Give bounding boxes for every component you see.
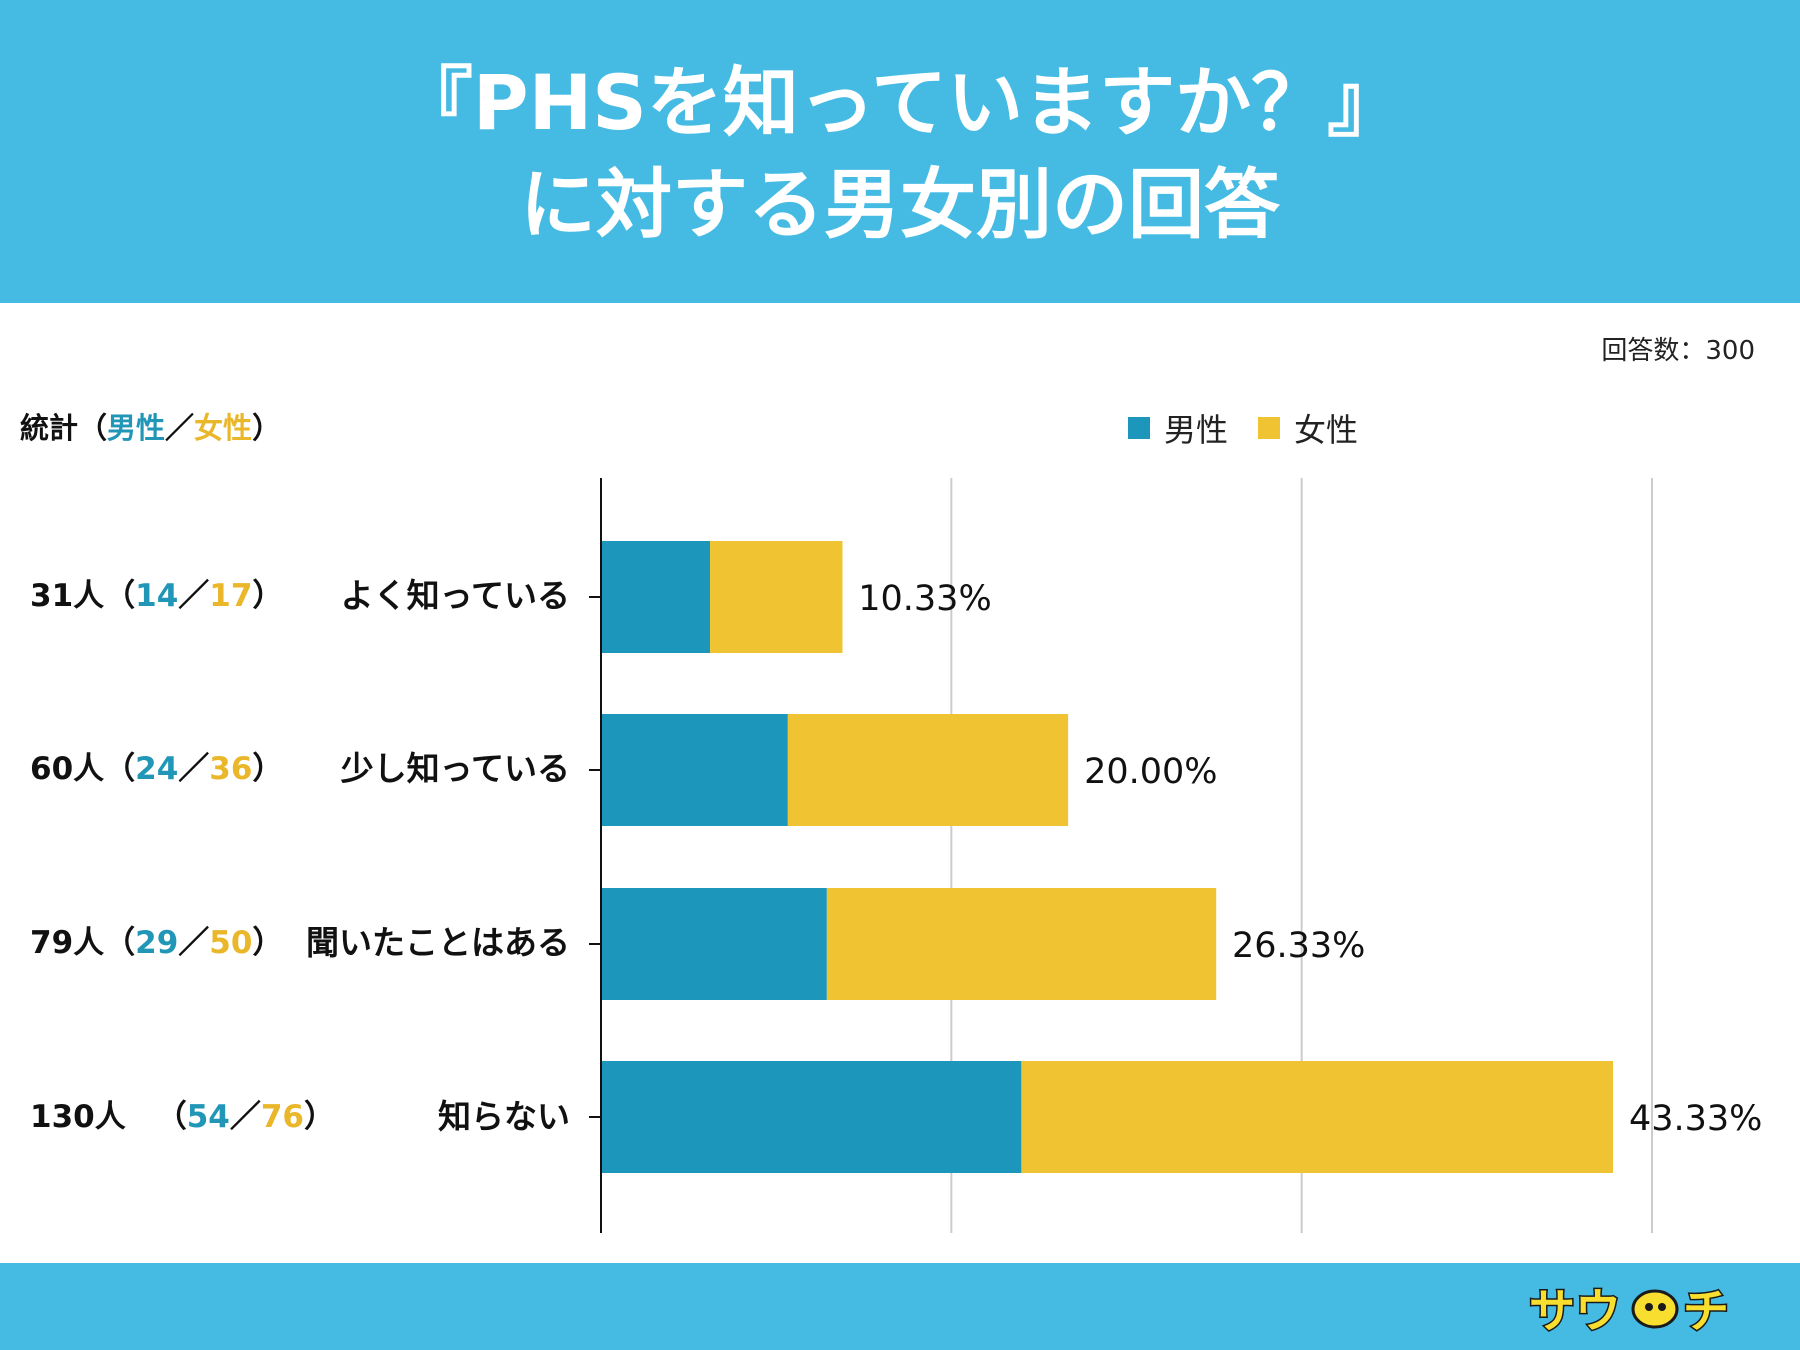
stat-row: 130人 （54／76）	[30, 1097, 335, 1137]
legend-item-female: 女性	[1258, 405, 1358, 451]
stat-close: ）	[304, 1099, 335, 1135]
stat-open: （	[155, 1099, 187, 1135]
bar-segment-male	[601, 714, 788, 826]
bar-segment-male	[601, 888, 827, 1000]
data-label: 43.33%	[1629, 1099, 1762, 1139]
category-label: 聞いたことはある	[306, 923, 570, 962]
data-label: 20.00%	[1084, 752, 1217, 792]
stat-open: （	[104, 751, 136, 787]
category-label: 知らない	[438, 1097, 570, 1136]
stat-open: （	[104, 925, 136, 961]
legend-swatch-male	[1128, 417, 1150, 439]
stat-male: 54	[186, 1099, 230, 1135]
data-label: 26.33%	[1232, 926, 1365, 966]
stat-count: 130人	[30, 1099, 126, 1135]
stat-count: 79人	[30, 925, 105, 961]
footer-banner	[0, 1263, 1800, 1350]
category-label: よく知っている	[340, 576, 570, 615]
stat-sep: ／	[178, 925, 210, 961]
stat-female: 17	[209, 578, 253, 614]
chart-legend: 男性 女性	[1128, 405, 1388, 451]
stat-male: 29	[135, 925, 179, 961]
stat-close: ）	[252, 578, 284, 614]
title-line-1: 『PHSを知っていますか？』	[396, 58, 1404, 147]
header-banner: 『PHSを知っていますか？』 に対する男女別の回答	[0, 0, 1800, 303]
brand-logo: サウ チ	[1528, 1283, 1731, 1340]
stat-sep: ／	[178, 578, 210, 614]
legend-item-male: 男性	[1128, 405, 1228, 451]
stat-row: 79人（29／50）	[30, 923, 283, 963]
stat-female: 36	[209, 751, 253, 787]
svg-text:チ: チ	[1683, 1284, 1729, 1338]
stat-close: ）	[252, 925, 284, 961]
svg-text:サウ: サウ	[1529, 1284, 1621, 1338]
stat-sep: ／	[229, 1099, 261, 1135]
title-line-2: に対する男女別の回答	[520, 160, 1280, 249]
bar-segment-male	[601, 541, 711, 653]
stats-header-sep: ／	[165, 411, 195, 445]
stat-row: 31人（14／17）	[30, 576, 283, 616]
stat-male: 24	[135, 751, 179, 787]
bar-segment-female	[710, 541, 843, 653]
legend-label-male: 男性	[1164, 411, 1229, 449]
bar-segment-female	[1021, 1061, 1613, 1173]
stats-header-prefix: 統計（	[20, 411, 108, 445]
respondents-count: 回答数：300	[1601, 336, 1755, 366]
stat-male: 14	[135, 578, 179, 614]
stats-header-female: 女性	[194, 411, 253, 445]
stats-header-male: 男性	[107, 411, 166, 445]
stat-count: 31人	[30, 578, 105, 614]
stat-count: 60人	[30, 751, 105, 787]
legend-label-female: 女性	[1294, 411, 1359, 449]
stats-header: 統計（男性／女性）	[20, 405, 281, 447]
bar-segment-female	[826, 888, 1217, 1000]
stat-open: （	[104, 578, 136, 614]
bar-segment-male	[601, 1061, 1022, 1173]
stat-female: 76	[260, 1099, 304, 1135]
stat-close: ）	[252, 751, 284, 787]
stats-header-suffix: ）	[252, 411, 282, 445]
stat-row: 60人（24／36）	[30, 749, 283, 789]
legend-swatch-female	[1258, 417, 1281, 439]
bar-segment-female	[787, 714, 1069, 826]
stat-female: 50	[209, 925, 253, 961]
data-label: 10.33%	[858, 579, 991, 619]
category-label: 少し知っている	[340, 749, 570, 788]
stat-sep: ／	[178, 751, 210, 787]
